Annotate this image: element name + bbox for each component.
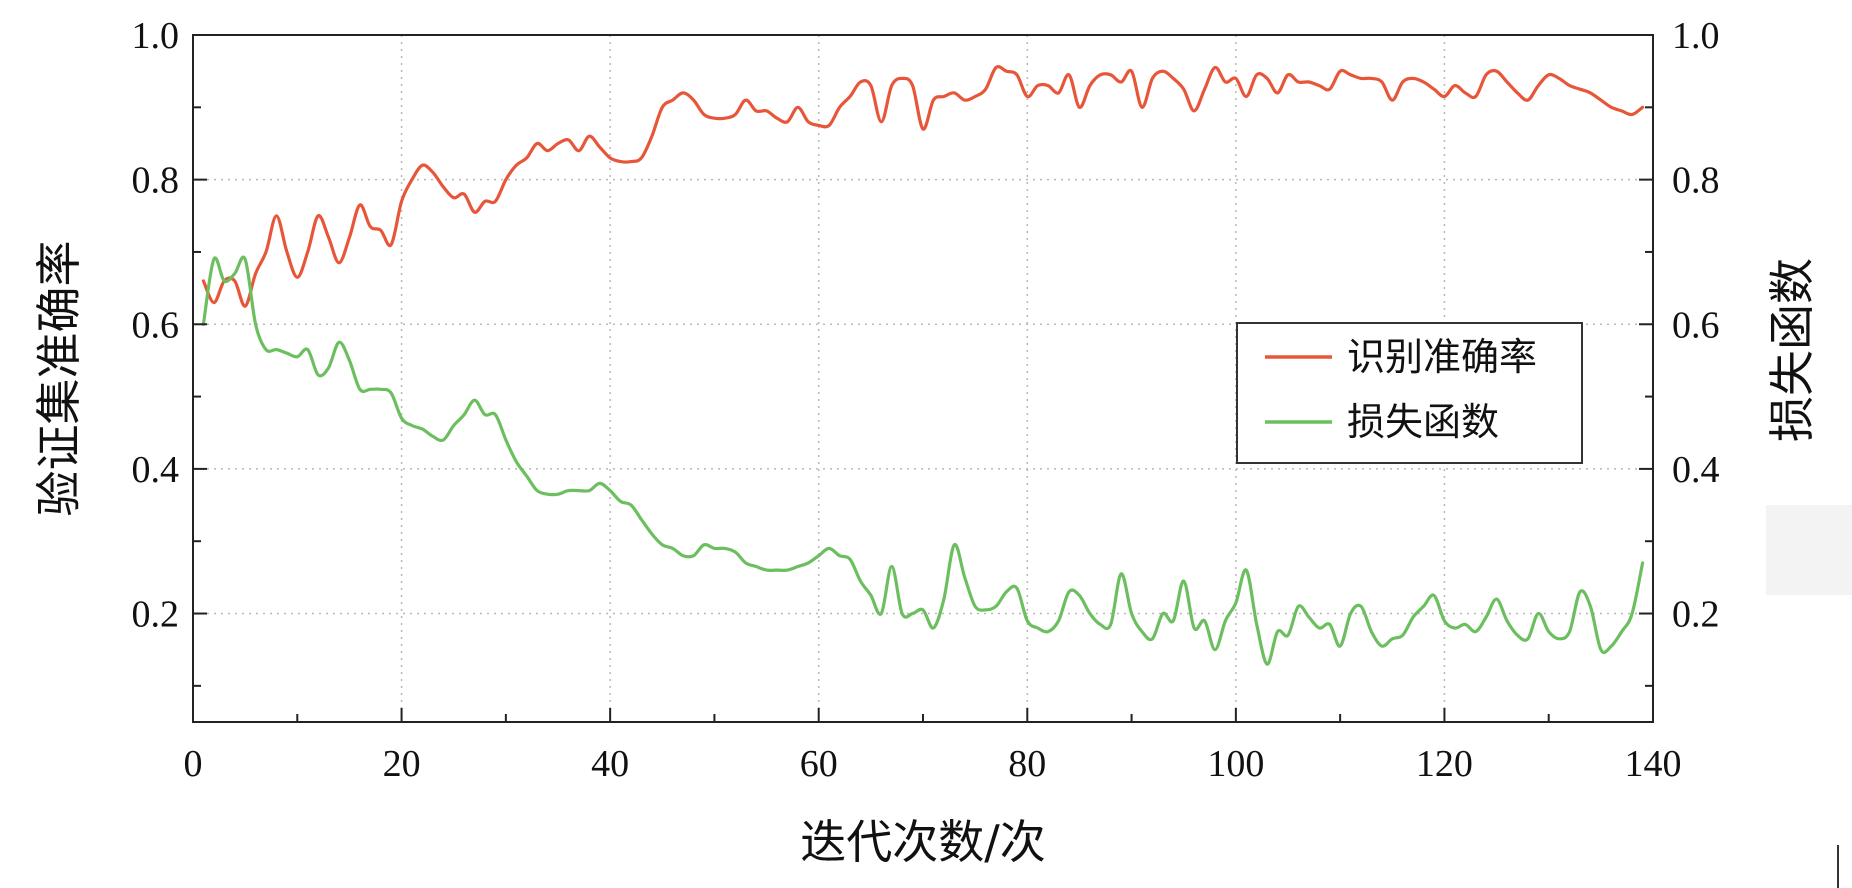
legend: 识别准确率 损失函数	[1236, 322, 1583, 464]
x-tick-label: 60	[800, 743, 838, 785]
y-left-tick-label: 0.8	[132, 160, 180, 202]
decorative-gray-block	[1766, 505, 1852, 595]
x-tick-label: 20	[383, 743, 421, 785]
x-tick-label: 140	[1625, 743, 1682, 785]
legend-label-accuracy: 识别准确率	[1347, 335, 1537, 379]
y-right-tick-label: 0.6	[1672, 304, 1720, 346]
series-loss-line	[201, 255, 1645, 666]
y-right-tick-label: 0.4	[1672, 449, 1720, 491]
y-left-tick-label: 1.0	[132, 15, 180, 57]
x-tick-label: 100	[1207, 743, 1264, 785]
x-axis-title: 迭代次数/次	[800, 815, 1046, 869]
x-tick-label: 80	[1008, 743, 1046, 785]
legend-label-loss: 损失函数	[1347, 400, 1499, 444]
series-layer	[201, 65, 1645, 666]
y-right-tick-label: 0.8	[1672, 160, 1720, 202]
x-tick-label: 0	[184, 743, 203, 785]
y-right-tick-label: 0.2	[1672, 594, 1720, 636]
y-right-tick-label: 1.0	[1672, 15, 1720, 57]
x-tick-label: 120	[1416, 743, 1473, 785]
y-left-tick-label: 0.4	[132, 449, 180, 491]
series-accuracy-line	[201, 65, 1645, 308]
y-left-tick-label: 0.6	[132, 304, 180, 346]
y-left-tick-label: 0.2	[132, 594, 180, 636]
y-axis-right-title: 损失函数	[1765, 258, 1819, 442]
x-tick-label: 40	[591, 743, 629, 785]
y-axis-left-title: 验证集准确率	[32, 241, 86, 517]
tick-labels: 0 20 40 60 80 100 120 140 0.2 0.4 0.6 0.8 1.0 0.2 0.4 0…	[132, 15, 1720, 785]
ticks	[192, 34, 1654, 722]
legend-box	[1236, 322, 1583, 464]
